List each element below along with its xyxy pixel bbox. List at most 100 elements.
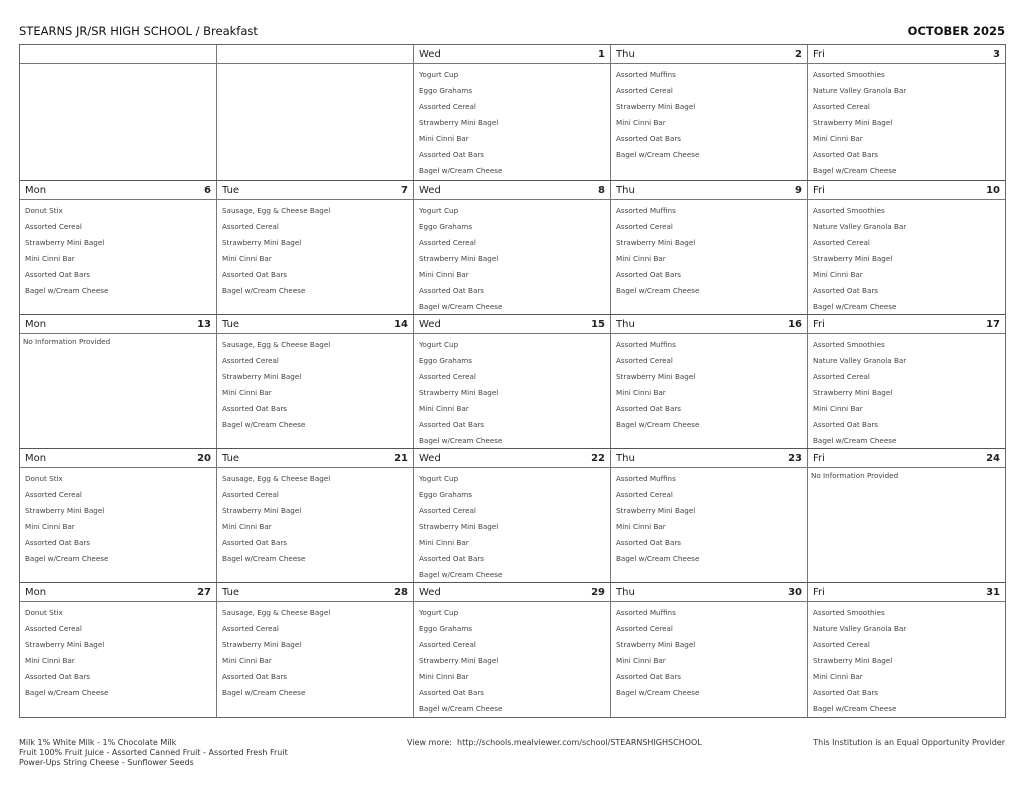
- menu-item: Mini Cinni Bar: [616, 656, 666, 665]
- menu-item: Strawberry Mini Bagel: [616, 640, 696, 649]
- menu-item: Assorted Cereal: [616, 624, 673, 633]
- menu-items: Yogurt Cup Eggo Grahams Assorted Cereal Str…: [414, 334, 610, 452]
- menu-item: Assorted Cereal: [419, 506, 476, 515]
- menu-item: Assorted Cereal: [25, 222, 82, 231]
- day-cell: Tue 21 Sausage, Egg & Cheese Bagel Assorted…: [217, 449, 414, 582]
- calendar-week: Mon 27 Donut Stix Assorted Cereal Strawberry…: [20, 583, 1005, 717]
- day-header: Fri 24: [808, 449, 1005, 468]
- day-name: Wed: [419, 184, 441, 196]
- day-name: Wed: [419, 48, 441, 60]
- day-header: Wed 15: [414, 315, 610, 334]
- footer-notes: Milk 1% White Milk - 1% Chocolate Milk F…: [19, 738, 288, 768]
- menu-item: Bagel w/Cream Cheese: [813, 704, 897, 713]
- menu-item: Assorted Oat Bars: [222, 672, 288, 681]
- day-number: 29: [591, 586, 605, 598]
- menu-item: Bagel w/Cream Cheese: [419, 436, 503, 445]
- menu-item: Strawberry Mini Bagel: [813, 388, 893, 397]
- menu-item: Assorted Oat Bars: [222, 404, 288, 413]
- day-header: Tue 7: [217, 181, 413, 200]
- day-name: Fri: [813, 48, 825, 60]
- day-number: 23: [788, 452, 802, 464]
- menu-item: Sausage, Egg & Cheese Bagel: [222, 608, 331, 617]
- menu-item: Assorted Cereal: [25, 490, 82, 499]
- menu-item: Assorted Oat Bars: [813, 286, 879, 295]
- menu-item: Mini Cinni Bar: [25, 254, 75, 263]
- no-info-note: No Information Provided: [23, 337, 111, 346]
- menu-item: Assorted Smoothies: [813, 70, 885, 79]
- menu-item: Strawberry Mini Bagel: [616, 238, 696, 247]
- menu-item: Assorted Cereal: [222, 356, 279, 365]
- day-name: Tue: [222, 318, 240, 330]
- day-header: Mon 13: [20, 315, 216, 334]
- day-cell: Thu 9 Assorted Muffins Assorted Cereal Straw…: [611, 181, 808, 314]
- menu-item: Mini Cinni Bar: [419, 134, 469, 143]
- menu-item: Nature Valley Granola Bar: [813, 222, 907, 231]
- menu-item: Assorted Cereal: [813, 102, 870, 111]
- menu-item: Strawberry Mini Bagel: [25, 238, 105, 247]
- menu-item: Assorted Cereal: [616, 356, 673, 365]
- day-name: Thu: [616, 586, 635, 598]
- menu-item: Bagel w/Cream Cheese: [222, 420, 306, 429]
- menu-item: Assorted Cereal: [419, 640, 476, 649]
- day-header: [20, 45, 216, 64]
- menu-item: Mini Cinni Bar: [616, 522, 666, 531]
- day-cell: Fri 10 Assorted Smoothies Nature Valley Gra…: [808, 181, 1005, 314]
- day-number: 2: [795, 48, 802, 60]
- calendar-week: Wed 1 Yogurt Cup Eggo Grahams Assorted Cerea…: [20, 45, 1005, 181]
- day-header: Thu 23: [611, 449, 807, 468]
- day-header: Thu 9: [611, 181, 807, 200]
- menu-item: Assorted Cereal: [616, 86, 673, 95]
- day-cell: Thu 16 Assorted Muffins Assorted Cereal Stra…: [611, 315, 808, 448]
- view-more-link[interactable]: http://schools.mealviewer.com/school/STE…: [457, 738, 702, 747]
- menu-items: Assorted Muffins Assorted Cereal Strawberr…: [611, 334, 807, 436]
- menu-item: Eggo Grahams: [419, 86, 472, 95]
- menu-item: Bagel w/Cream Cheese: [222, 688, 306, 697]
- menu-items: Donut Stix Assorted Cereal Strawberry Mini…: [20, 200, 216, 302]
- menu-item: Nature Valley Granola Bar: [813, 356, 907, 365]
- menu-item: Bagel w/Cream Cheese: [25, 554, 109, 563]
- menu-item: Strawberry Mini Bagel: [222, 506, 302, 515]
- menu-item: Assorted Oat Bars: [222, 538, 288, 547]
- empty-day-cell: [20, 45, 217, 180]
- day-header: Fri 10: [808, 181, 1005, 200]
- day-number: 8: [598, 184, 605, 196]
- day-cell: Wed 29 Yogurt Cup Eggo Grahams Assorted Cere…: [414, 583, 611, 717]
- menu-item: Assorted Smoothies: [813, 340, 885, 349]
- menu-item: Assorted Muffins: [616, 608, 676, 617]
- menu-item: Sausage, Egg & Cheese Bagel: [222, 474, 331, 483]
- day-header: Wed 1: [414, 45, 610, 64]
- month-label: OCTOBER 2025: [907, 24, 1005, 38]
- menu-item: Eggo Grahams: [419, 356, 472, 365]
- day-name: Tue: [222, 452, 240, 464]
- menu-item: Assorted Cereal: [616, 490, 673, 499]
- calendar-grid: Wed 1 Yogurt Cup Eggo Grahams Assorted Cerea…: [19, 44, 1006, 718]
- no-info-note: No Information Provided: [811, 471, 899, 480]
- menu-item: Bagel w/Cream Cheese: [25, 688, 109, 697]
- menu-item: Sausage, Egg & Cheese Bagel: [222, 206, 331, 215]
- menu-item: Assorted Oat Bars: [616, 270, 682, 279]
- day-number: 6: [204, 184, 211, 196]
- menu-item: Strawberry Mini Bagel: [419, 656, 499, 665]
- day-name: Tue: [222, 184, 240, 196]
- day-header: Fri 17: [808, 315, 1005, 334]
- menu-item: Mini Cinni Bar: [419, 270, 469, 279]
- day-number: 22: [591, 452, 605, 464]
- menu-item: Assorted Oat Bars: [616, 134, 682, 143]
- menu-items: Sausage, Egg & Cheese Bagel Assorted Cere…: [217, 468, 413, 570]
- day-number: 30: [788, 586, 802, 598]
- menu-item: Bagel w/Cream Cheese: [616, 420, 700, 429]
- menu-item: Assorted Smoothies: [813, 608, 885, 617]
- menu-item: Strawberry Mini Bagel: [25, 640, 105, 649]
- day-number: 10: [986, 184, 1000, 196]
- day-cell: Thu 30 Assorted Muffins Assorted Cereal Stra…: [611, 583, 808, 717]
- day-cell: Wed 1 Yogurt Cup Eggo Grahams Assorted Cerea…: [414, 45, 611, 180]
- footer-line: Fruit 100% Fruit Juice - Assorted Canned…: [19, 748, 288, 757]
- menu-item: Strawberry Mini Bagel: [813, 118, 893, 127]
- menu-item: Eggo Grahams: [419, 624, 472, 633]
- menu-item: Assorted Oat Bars: [616, 404, 682, 413]
- menu-item: Mini Cinni Bar: [25, 522, 75, 531]
- day-cell: Wed 8 Yogurt Cup Eggo Grahams Assorted Cerea…: [414, 181, 611, 314]
- menu-item: Bagel w/Cream Cheese: [616, 554, 700, 563]
- menu-item: Assorted Cereal: [222, 222, 279, 231]
- menu-item: Mini Cinni Bar: [25, 656, 75, 665]
